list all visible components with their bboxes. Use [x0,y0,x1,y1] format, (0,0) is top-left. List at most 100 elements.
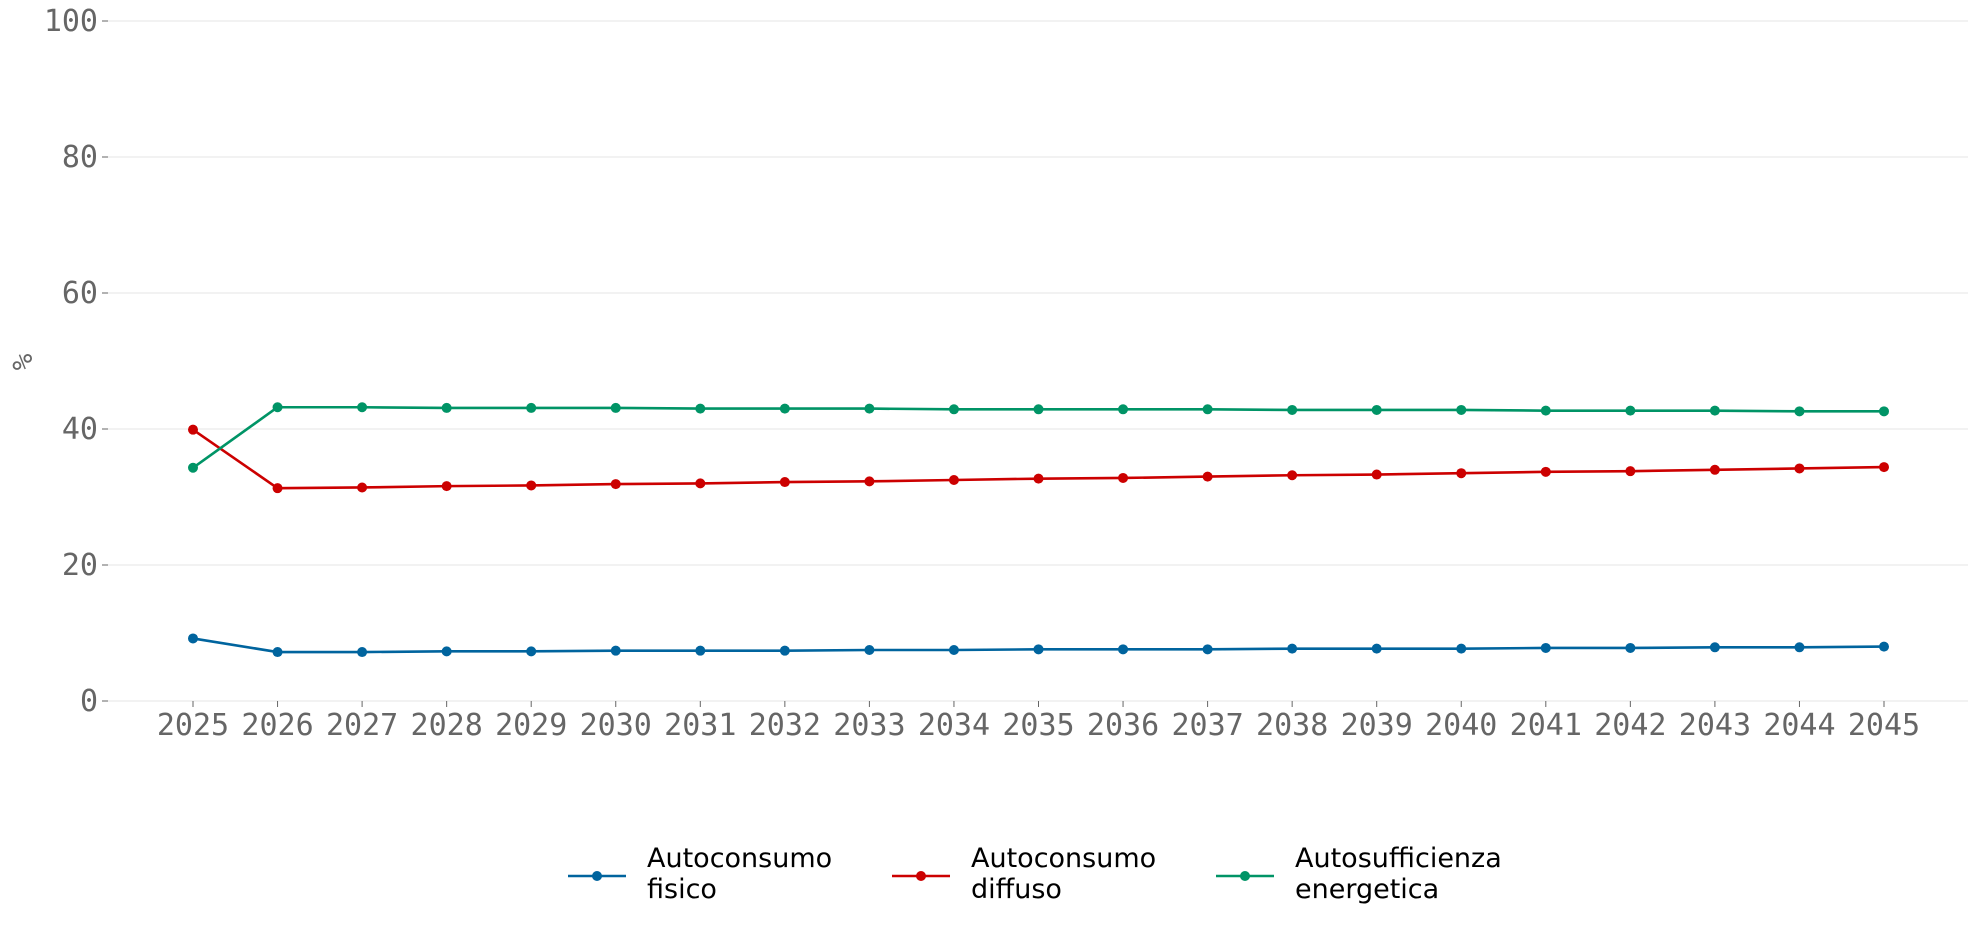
x-tick-label: 2038 [1256,708,1328,743]
data-point [1625,466,1636,477]
data-point [1287,404,1298,415]
legend-swatch-marker [1240,871,1250,881]
data-point [1202,471,1213,482]
legend-label: Autosufficienza [1295,843,1502,874]
data-point [1540,466,1551,477]
x-tick-label: 2041 [1510,708,1582,743]
series-3 [188,402,1889,473]
data-point [1118,404,1129,415]
legend-label: energetica [1295,874,1439,905]
legend-label: fisico [647,874,717,905]
data-point [1371,469,1382,480]
data-point [1118,472,1129,483]
data-point [779,477,790,488]
y-axis-label: % [6,353,39,370]
series-2 [188,424,1889,494]
data-point [188,462,198,473]
x-tick-label: 2027 [326,708,398,743]
data-point [948,475,959,485]
legend-swatch-marker [916,871,926,881]
data-point [610,645,621,656]
data-point [948,404,959,415]
x-tick-label: 2031 [664,708,736,743]
data-point [695,478,706,489]
x-tick-label: 2043 [1679,708,1751,743]
y-tick-label: 0 [80,684,98,719]
data-point [1794,406,1805,417]
data-point [1033,644,1044,655]
data-point [526,402,537,413]
series-line [192,405,1884,469]
data-point [1033,404,1044,415]
legend: AutoconsumofisicoAutoconsumodiffusoAutos… [568,843,1502,905]
x-tick-label: 2044 [1763,708,1835,743]
data-point [1456,643,1467,654]
series-layer [188,402,1889,658]
data-point [441,402,452,413]
data-point [779,645,790,656]
data-point [1202,644,1213,655]
x-tick-label: 2033 [833,708,905,743]
x-tick-label: 2030 [580,708,652,743]
legend-label: Autoconsumo [971,843,1156,874]
x-tick-label: 2039 [1341,708,1413,743]
x-axis: 2025 2026 2027 2028 2029 2030 2031 2032 2033 2034… [157,701,1920,743]
data-point [610,402,621,413]
legend-label: Autoconsumo [647,843,832,874]
grid-lines [108,20,1968,702]
data-point [864,476,875,487]
data-point [864,403,875,414]
x-tick-label: 2036 [1087,708,1159,743]
data-point [1371,643,1382,654]
x-tick-label: 2035 [1002,708,1074,743]
data-point [1033,473,1044,484]
data-point [1794,463,1805,474]
data-point [1371,404,1382,415]
x-tick-label: 2042 [1594,708,1666,743]
data-point [1794,642,1805,653]
x-tick-label: 2034 [918,708,990,743]
x-tick-label: 2040 [1425,708,1497,743]
series-1 [188,633,1889,658]
x-tick-label: 2025 [157,708,229,743]
data-point [1118,644,1129,655]
data-point [526,646,537,657]
data-point [1879,462,1889,473]
data-point [188,633,198,644]
data-point [357,482,368,493]
data-point [948,645,959,655]
data-point [441,646,452,657]
data-point [188,424,198,435]
x-tick-label: 2045 [1848,708,1920,743]
x-tick-label: 2032 [749,708,821,743]
data-point [272,483,283,494]
data-point [1879,406,1889,417]
data-point [1456,468,1467,479]
x-tick-label: 2037 [1171,708,1243,743]
x-tick-label: 2026 [241,708,313,743]
data-point [357,647,368,658]
data-point [864,645,875,655]
data-point [695,403,706,414]
data-point [1709,405,1720,416]
data-point [1287,470,1298,481]
data-point [1456,404,1467,415]
data-point [695,645,706,656]
data-point [441,481,452,492]
y-tick-label: 100 [44,4,98,39]
data-point [1879,641,1889,652]
data-point [779,403,790,414]
data-point [272,402,283,413]
y-tick-label: 60 [62,276,98,311]
y-tick-label: 80 [62,140,98,175]
data-point [1540,405,1551,416]
y-tick-label: 20 [62,548,98,583]
y-tick-label: 40 [62,412,98,447]
x-tick-label: 2029 [495,708,567,743]
data-point [357,402,368,413]
